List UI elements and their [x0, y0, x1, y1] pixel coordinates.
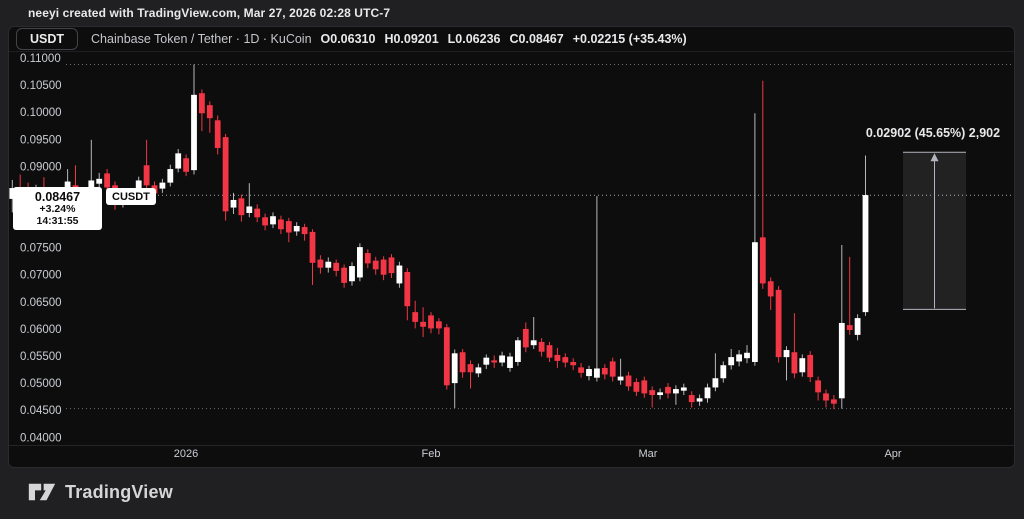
- chart-panel: [8, 26, 1015, 468]
- quote-currency-button[interactable]: USDT: [16, 28, 79, 50]
- chart-toolbar: USDT Chainbase Token / Tether · 1D · KuC…: [8, 26, 1015, 52]
- bar-countdown-timer: 14:31:55: [36, 214, 79, 227]
- tradingview-logo-icon: [28, 479, 56, 505]
- ohlc-readout: O0.06310 H0.09201 L0.06236 C0.08467 +0.0…: [321, 32, 687, 46]
- last-price-change: +3.24%: [39, 202, 76, 215]
- symbol-price-flag: CUSDT: [106, 188, 156, 205]
- tradingview-logo[interactable]: TradingView: [28, 479, 173, 505]
- ohlc-high: H0.09201: [384, 32, 439, 46]
- ohlc-open: O0.06310: [320, 32, 376, 46]
- last-price-value: 0.08467: [34, 189, 81, 204]
- watermark-text: neeyi created with TradingView.com, Mar …: [28, 6, 391, 20]
- symbol-title[interactable]: Chainbase Token / Tether · 1D · KuCoin: [91, 32, 312, 46]
- last-price-label: 0.08467 +3.24% 14:31:55: [13, 187, 102, 230]
- tradingview-logo-text: TradingView: [65, 481, 173, 502]
- ohlc-close: C0.08467: [509, 32, 564, 46]
- ohlc-low: L0.06236: [447, 32, 501, 46]
- ohlc-change: +0.02215 (+35.43%): [572, 32, 687, 46]
